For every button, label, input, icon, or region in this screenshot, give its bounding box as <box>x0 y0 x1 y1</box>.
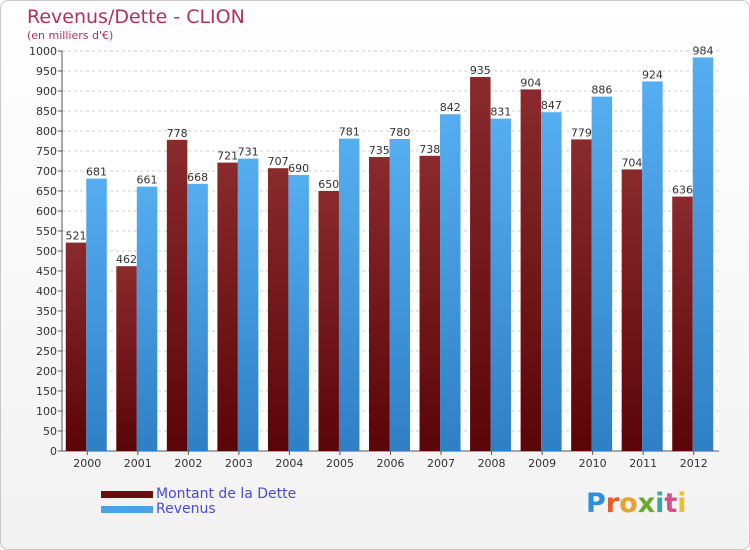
y-tick-label: 250 <box>36 345 57 358</box>
data-label-revenus: 847 <box>541 99 562 112</box>
y-tick-label: 700 <box>36 165 57 178</box>
y-tick-label: 350 <box>36 305 57 318</box>
x-tick-label: 2002 <box>174 457 202 470</box>
data-label-revenus: 924 <box>642 68 663 81</box>
data-label-debt: 778 <box>167 127 188 140</box>
data-label-debt: 904 <box>520 76 541 89</box>
data-label-revenus: 831 <box>490 106 511 119</box>
y-tick-label: 850 <box>36 105 57 118</box>
bar-debt <box>621 169 643 451</box>
bar-debt <box>419 155 441 452</box>
data-label-revenus: 984 <box>692 44 713 57</box>
y-tick-label: 500 <box>36 245 57 258</box>
y-tick-label: 1000 <box>29 45 57 58</box>
legend: Montant de la Dette Revenus <box>101 487 296 517</box>
x-tick-label: 2009 <box>528 457 556 470</box>
data-label-debt: 704 <box>621 156 642 169</box>
data-label-revenus: 780 <box>389 126 410 139</box>
y-tick-label: 400 <box>36 285 57 298</box>
data-label-debt: 650 <box>318 178 339 191</box>
x-tick-label: 2007 <box>427 457 455 470</box>
bar-revenus <box>692 57 714 452</box>
bar-debt <box>166 139 188 452</box>
bar-debt <box>116 266 137 451</box>
bar-revenus <box>591 96 613 451</box>
bar-debt <box>520 89 542 452</box>
legend-label-revenus: Revenus <box>156 501 216 517</box>
data-label-revenus: 781 <box>339 126 360 139</box>
y-tick-label: 100 <box>36 405 57 418</box>
bar-revenus <box>440 114 461 451</box>
bar-debt <box>369 157 390 451</box>
x-tick-label: 2003 <box>225 457 253 470</box>
bar-debt <box>65 242 87 451</box>
data-label-debt: 462 <box>116 253 137 266</box>
bar-revenus <box>187 183 208 452</box>
bar-debt <box>672 196 693 451</box>
y-tick-label: 0 <box>50 445 57 458</box>
legend-item-revenus: Revenus <box>101 502 296 517</box>
legend-item-debt: Montant de la Dette <box>101 487 296 502</box>
data-label-revenus: 681 <box>86 166 107 179</box>
x-tick-label: 2005 <box>326 457 354 470</box>
bar-debt <box>318 191 339 451</box>
bar-debt <box>267 168 289 451</box>
x-tick-label: 2000 <box>73 457 101 470</box>
x-tick-label: 2011 <box>629 457 657 470</box>
proxiti-logo: Proxiti <box>586 488 687 519</box>
bar-debt <box>470 77 491 451</box>
y-tick-label: 750 <box>36 145 57 158</box>
data-label-debt: 735 <box>369 144 390 157</box>
data-label-debt: 721 <box>217 150 238 163</box>
y-tick-label: 800 <box>36 125 57 138</box>
legend-swatch-revenus <box>101 506 153 513</box>
y-tick-label: 950 <box>36 65 57 78</box>
data-label-revenus: 886 <box>591 84 612 97</box>
y-tick-label: 450 <box>36 265 57 278</box>
data-label-revenus: 668 <box>187 171 208 184</box>
bar-revenus <box>136 186 158 451</box>
x-tick-label: 2010 <box>579 457 607 470</box>
bar-debt <box>217 162 238 451</box>
data-label-revenus: 842 <box>440 101 461 114</box>
y-tick-label: 150 <box>36 385 57 398</box>
bar-revenus <box>490 118 512 451</box>
y-tick-label: 900 <box>36 85 57 98</box>
y-tick-label: 300 <box>36 325 57 338</box>
y-tick-label: 200 <box>36 365 57 378</box>
chart-title: Revenus/Dette - CLION <box>27 6 245 28</box>
x-tick-label: 2004 <box>275 457 303 470</box>
data-label-debt: 707 <box>268 155 289 168</box>
data-label-debt: 521 <box>66 230 87 243</box>
bar-revenus <box>288 175 309 451</box>
data-label-revenus: 661 <box>137 174 158 187</box>
x-tick-label: 2012 <box>680 457 708 470</box>
bar-revenus <box>541 112 562 451</box>
y-tick-label: 50 <box>43 425 57 438</box>
x-tick-label: 2006 <box>377 457 405 470</box>
legend-label-debt: Montant de la Dette <box>156 486 297 502</box>
data-label-revenus: 731 <box>238 146 259 159</box>
y-tick-label: 550 <box>36 225 57 238</box>
data-label-revenus: 690 <box>288 162 309 175</box>
x-tick-label: 2008 <box>478 457 506 470</box>
legend-swatch-debt <box>101 491 153 498</box>
data-label-debt: 779 <box>571 126 592 139</box>
bar-debt <box>571 139 592 451</box>
bar-revenus <box>86 178 107 451</box>
bar-revenus <box>642 81 663 452</box>
data-label-debt: 935 <box>470 64 491 77</box>
chart-subtitle: (en milliers d'€) <box>27 29 114 42</box>
bar-revenus <box>389 139 410 451</box>
data-label-debt: 636 <box>672 184 693 197</box>
bar-revenus <box>237 158 259 451</box>
y-tick-label: 600 <box>36 205 57 218</box>
data-label-debt: 738 <box>419 143 440 156</box>
x-tick-label: 2001 <box>124 457 152 470</box>
y-tick-label: 650 <box>36 185 57 198</box>
bar-revenus <box>338 138 360 451</box>
